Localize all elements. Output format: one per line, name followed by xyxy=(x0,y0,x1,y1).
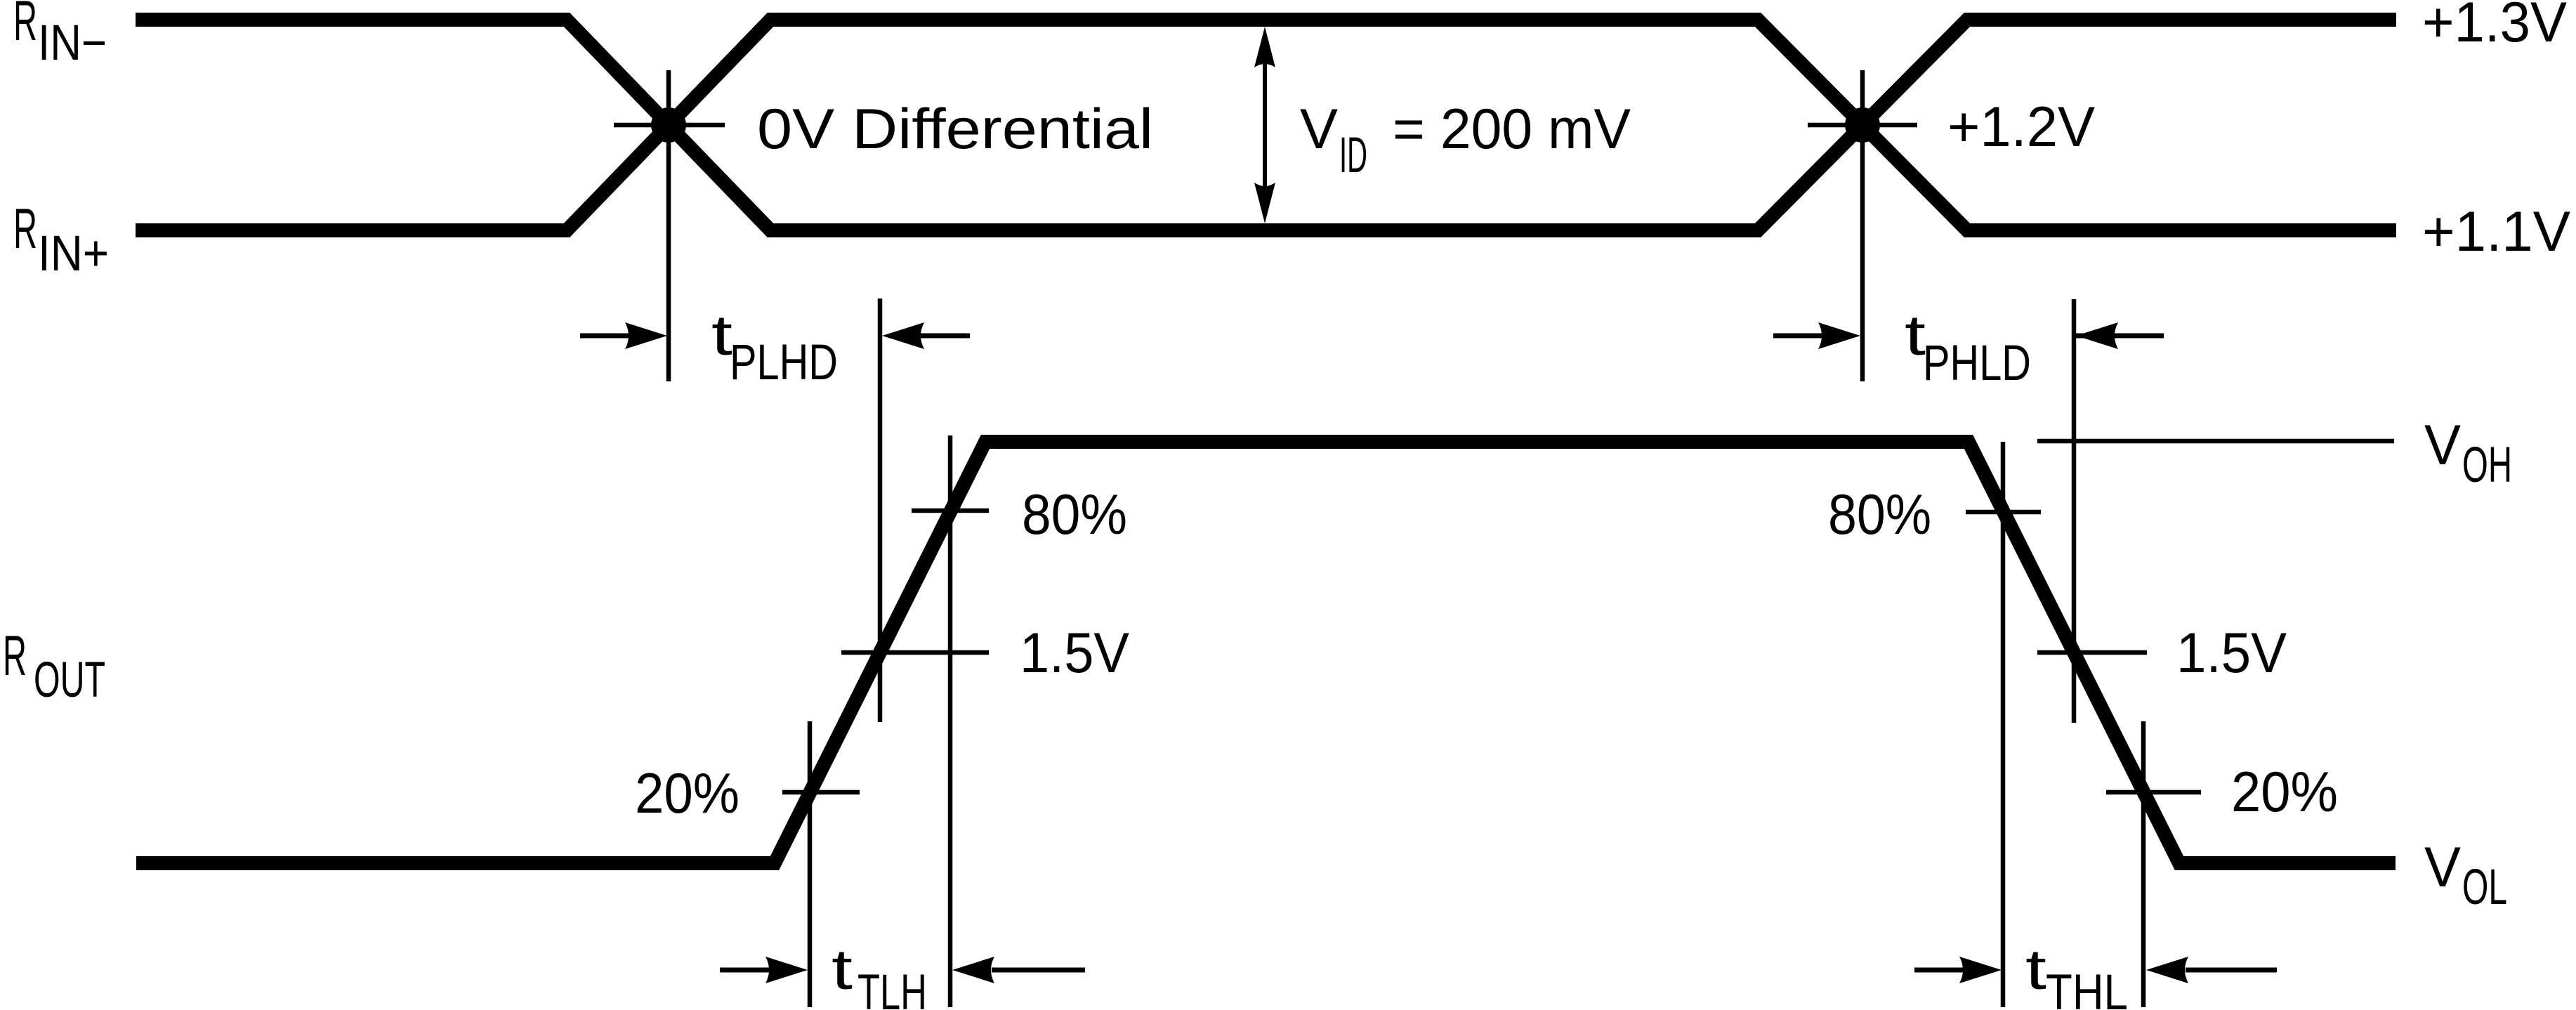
svg-text:0V Differential: 0V Differential xyxy=(757,98,1153,161)
svg-text:+1.2V: +1.2V xyxy=(1947,96,2095,159)
svg-text:V: V xyxy=(2424,414,2461,477)
svg-text:THL: THL xyxy=(2046,965,2128,1010)
svg-text:80%: 80% xyxy=(1828,483,1931,546)
svg-text:t: t xyxy=(711,304,732,367)
svg-text:V: V xyxy=(1300,98,1338,161)
svg-text:1.5V: 1.5V xyxy=(2176,622,2287,685)
svg-text:V: V xyxy=(2424,836,2461,899)
svg-text:OL: OL xyxy=(2462,860,2507,915)
svg-text:1.5V: 1.5V xyxy=(1020,622,1129,685)
svg-text:= 200 mV: = 200 mV xyxy=(1393,98,1631,161)
svg-text:80%: 80% xyxy=(1022,483,1127,546)
svg-text:IN−: IN− xyxy=(38,15,107,71)
svg-text:R: R xyxy=(3,624,27,688)
svg-text:TLH: TLH xyxy=(857,965,927,1010)
svg-text:+1.3V: +1.3V xyxy=(2422,0,2567,54)
svg-text:ID: ID xyxy=(1339,128,1367,183)
svg-text:20%: 20% xyxy=(635,762,740,825)
svg-text:+1.1V: +1.1V xyxy=(2422,200,2570,263)
svg-text:t: t xyxy=(832,938,853,1002)
svg-text:PLHD: PLHD xyxy=(730,335,838,391)
svg-text:t: t xyxy=(1905,304,1926,367)
svg-text:R: R xyxy=(13,0,37,53)
svg-text:OH: OH xyxy=(2462,438,2512,493)
svg-text:PHLD: PHLD xyxy=(1923,336,2031,391)
svg-text:20%: 20% xyxy=(2231,761,2338,824)
svg-text:t: t xyxy=(2025,938,2046,1002)
svg-text:OUT: OUT xyxy=(34,652,105,708)
svg-text:IN+: IN+ xyxy=(38,226,109,282)
svg-text:R: R xyxy=(13,197,37,261)
